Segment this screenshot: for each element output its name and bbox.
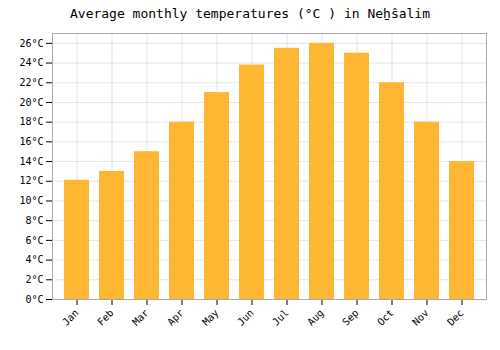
svg-text:Apr: Apr (165, 307, 186, 328)
svg-text:Aug: Aug (305, 307, 326, 328)
svg-text:May: May (200, 307, 221, 328)
svg-text:Nov: Nov (410, 307, 431, 328)
html-text:Average monthly temperatures (: Average monthly temperatures (°C ) in Ne… (70, 6, 430, 21)
svg-text:Mar: Mar (130, 307, 151, 328)
svg-text:Jul: Jul (270, 307, 291, 328)
svg-text:22°C: 22°C (19, 77, 43, 88)
svg-text:26°C: 26°C (19, 38, 43, 49)
svg-text:12°C: 12°C (19, 175, 43, 186)
svg-text:20°C: 20°C (19, 97, 43, 108)
svg-text:18°C: 18°C (19, 116, 43, 127)
svg-text:8°C: 8°C (25, 215, 43, 226)
svg-text:6°C: 6°C (25, 235, 43, 246)
svg-text:Sep: Sep (340, 307, 361, 328)
svg-text:10°C: 10°C (19, 195, 43, 206)
svg-text:0°C: 0°C (25, 294, 43, 305)
svg-text:Feb: Feb (95, 307, 116, 328)
svg-text:2°C: 2°C (25, 274, 43, 285)
svg-text:24°C: 24°C (19, 57, 43, 68)
svg-text:Oct: Oct (375, 307, 396, 328)
svg-text:Jan: Jan (60, 307, 81, 328)
svg-text:16°C: 16°C (19, 136, 43, 147)
svg-text:Jun: Jun (235, 307, 256, 328)
svg-text:14°C: 14°C (19, 156, 43, 167)
svg-text:Dec: Dec (445, 307, 466, 328)
svg-text:4°C: 4°C (25, 254, 43, 265)
